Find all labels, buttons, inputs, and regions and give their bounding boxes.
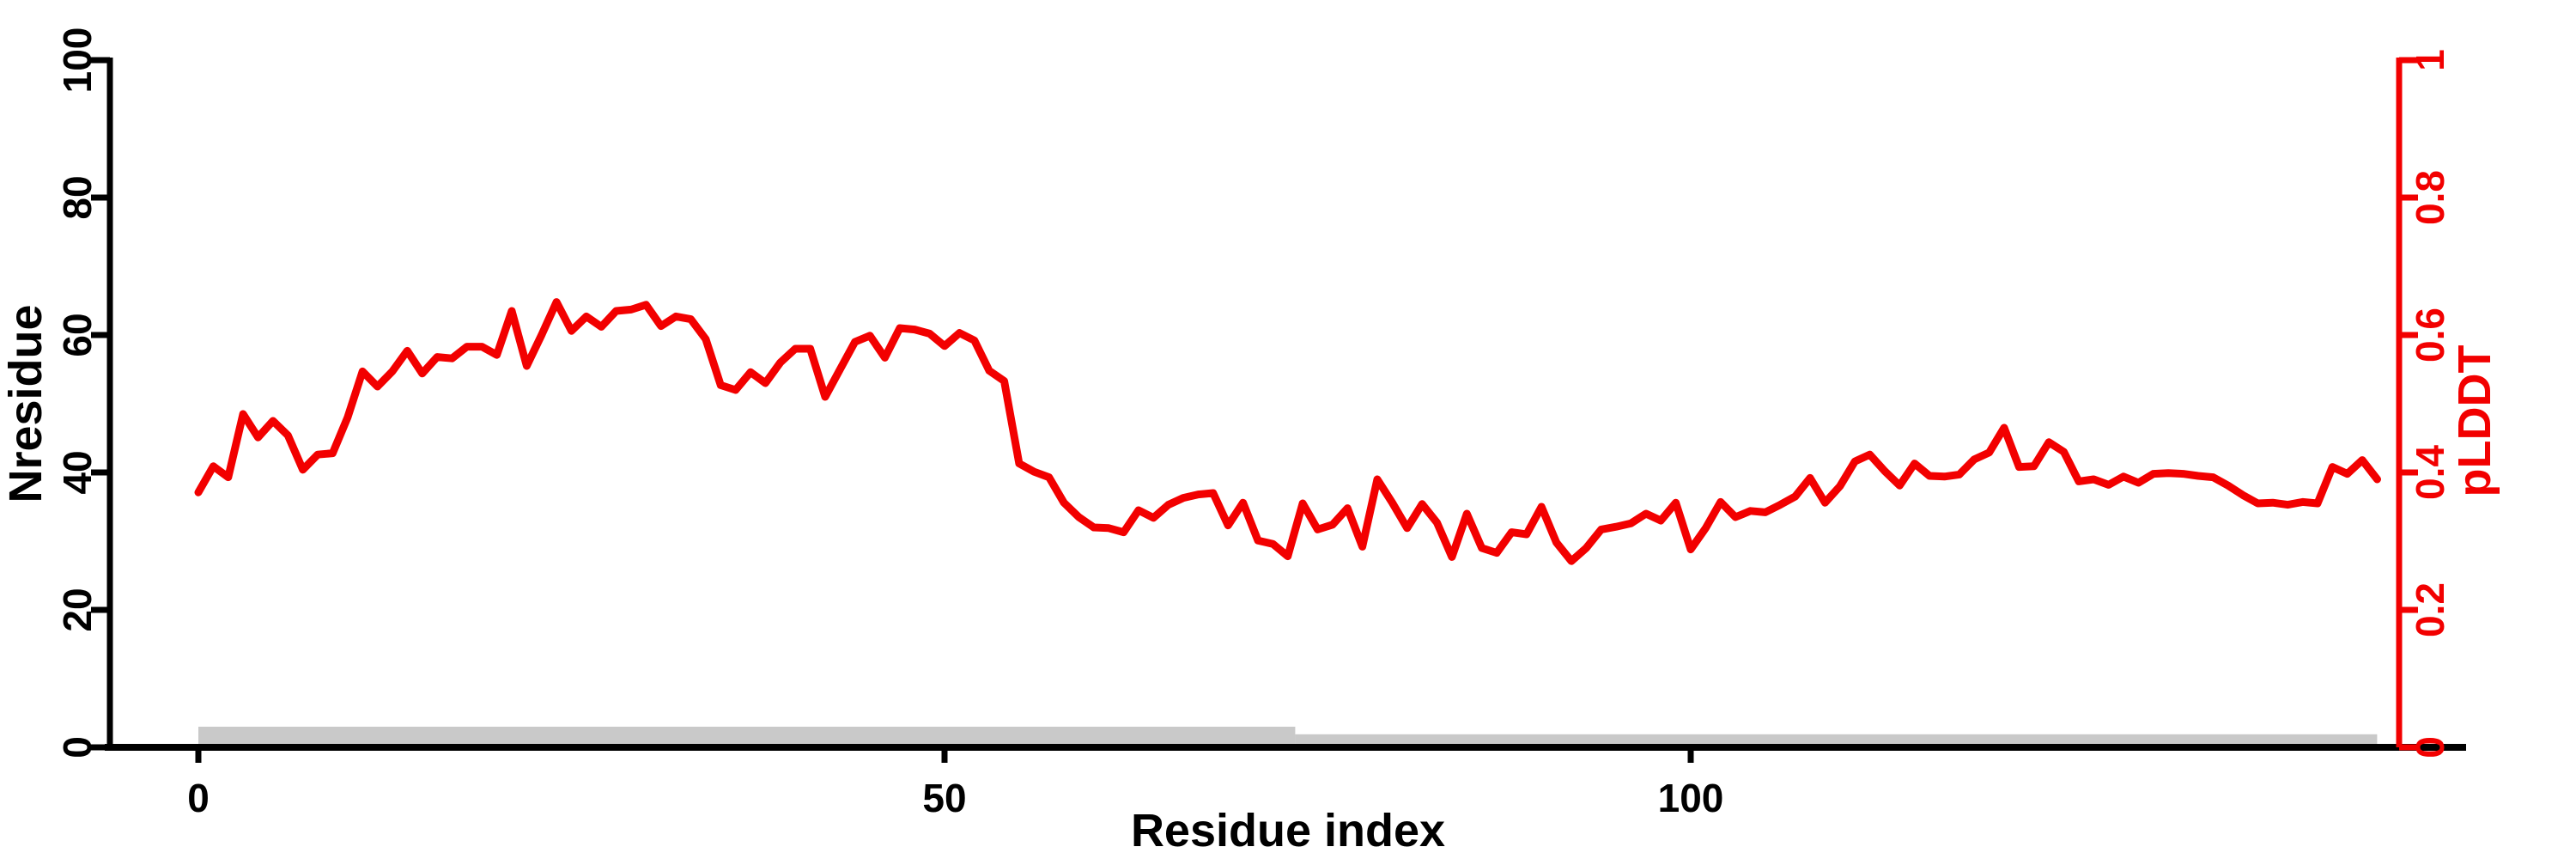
left-axis-ticks: 0 20 40 60 80 100 bbox=[55, 27, 110, 758]
right-tick-label: 0.4 bbox=[2408, 445, 2452, 500]
right-tick-label: 0.8 bbox=[2408, 170, 2452, 225]
x-axis-title: Residue index bbox=[1131, 805, 1445, 856]
left-tick-label: 60 bbox=[55, 313, 100, 356]
right-tick-label: 0.2 bbox=[2408, 582, 2452, 637]
right-tick-label: 1 bbox=[2408, 49, 2452, 71]
x-axis-ticks: 0 50 100 bbox=[187, 747, 1723, 820]
x-tick-label: 50 bbox=[922, 776, 966, 820]
left-tick-label: 0 bbox=[55, 736, 100, 758]
left-tick-label: 20 bbox=[55, 588, 100, 631]
right-axis-ticks: 0 0.2 0.4 0.6 0.8 1 bbox=[2399, 49, 2452, 758]
left-axis-title: Nresidue bbox=[0, 304, 52, 503]
x-tick-label: 0 bbox=[187, 776, 210, 820]
right-tick-label: 0 bbox=[2408, 736, 2452, 758]
right-axis-title: pLDDT bbox=[2449, 345, 2500, 497]
left-tick-label: 80 bbox=[55, 175, 100, 219]
x-tick-label: 100 bbox=[1658, 776, 1724, 820]
left-tick-label: 40 bbox=[55, 450, 100, 494]
plddt-line-series bbox=[194, 298, 2381, 565]
right-tick-label: 0.6 bbox=[2408, 308, 2452, 362]
left-tick-label: 100 bbox=[55, 27, 100, 94]
